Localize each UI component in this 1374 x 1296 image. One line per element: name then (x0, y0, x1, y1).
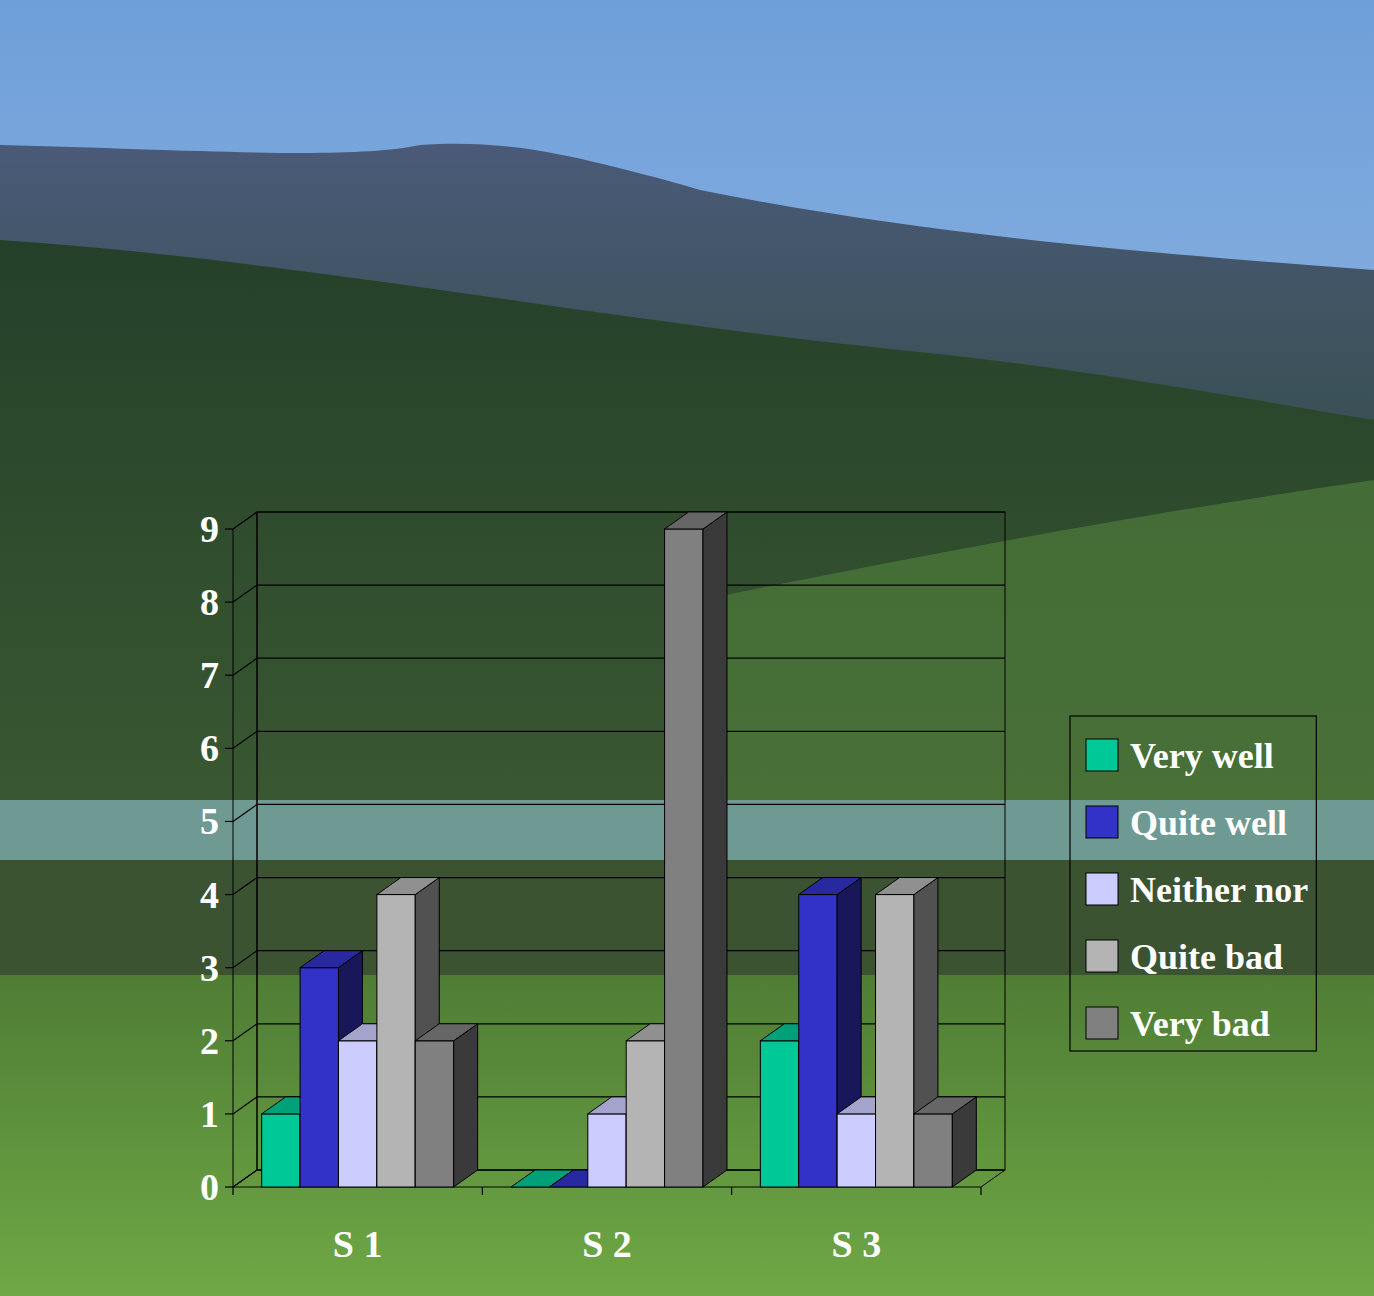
legend: Very well Quite well Neither nor Quite bad V… (1070, 716, 1316, 1051)
legend-label: Quite well (1130, 803, 1287, 843)
legend-swatch (1086, 739, 1118, 771)
tick-label: 4 (200, 874, 219, 916)
legend-swatch (1086, 806, 1118, 838)
chart-root: 0 1 2 3 4 5 6 7 8 9 S 1 S 2 S 3 Very well Quite well Ne… (0, 0, 1374, 1296)
x-axis: S 1 S 2 S 3 (233, 1187, 981, 1265)
bar-front (837, 1114, 875, 1187)
category-label: S 3 (832, 1223, 882, 1265)
grid-line (233, 731, 1005, 748)
bar-front (760, 1041, 798, 1187)
tick-label: 1 (200, 1093, 219, 1135)
bar-top (799, 878, 861, 895)
bar-front (300, 968, 338, 1187)
tick-mark (225, 967, 233, 968)
tick-mark (225, 1040, 233, 1041)
tick-mark (225, 1186, 233, 1187)
grid-line (233, 585, 1005, 602)
bar-front (799, 895, 837, 1187)
bar-side (454, 1024, 478, 1187)
grid-line (233, 878, 1005, 895)
tick-label: 2 (200, 1020, 219, 1062)
bar-front (626, 1041, 664, 1187)
category-label: S 1 (333, 1223, 383, 1265)
legend-swatch (1086, 1007, 1118, 1039)
legend-label: Very bad (1130, 1004, 1270, 1044)
bar (914, 1097, 976, 1187)
x-tick-mark (731, 1187, 732, 1195)
legend-label: Neither nor (1130, 870, 1308, 910)
bar-top (914, 1097, 976, 1114)
x-tick-mark (482, 1187, 483, 1195)
bar-front (914, 1114, 952, 1187)
tick-label: 5 (200, 800, 219, 842)
grid-line (233, 804, 1005, 821)
bar-top (377, 878, 439, 895)
y-axis: 0 1 2 3 4 5 6 7 8 9 (200, 508, 1005, 1208)
bar-top (876, 878, 938, 895)
legend-label: Very well (1130, 736, 1274, 776)
bar-front (876, 895, 914, 1187)
bar-front (665, 529, 703, 1187)
bar-front (377, 895, 415, 1187)
tick-mark (225, 675, 233, 676)
grid-line (233, 512, 1005, 529)
tick-label: 6 (200, 727, 219, 769)
bar-front (588, 1114, 626, 1187)
sky (0, 0, 1374, 1296)
tick-label: 9 (200, 508, 219, 550)
bar-top (415, 1024, 477, 1041)
legend-swatch (1086, 873, 1118, 905)
tick-mark (225, 528, 233, 529)
bar-top (300, 951, 362, 968)
tick-label: 3 (200, 947, 219, 989)
plot-frame (233, 512, 1005, 1187)
tick-label: 8 (200, 581, 219, 623)
x-tick-mark (980, 1187, 981, 1195)
bar (665, 512, 727, 1187)
legend-swatch (1086, 940, 1118, 972)
tick-mark (225, 1113, 233, 1114)
bar-front (262, 1114, 300, 1187)
bar-side (703, 512, 727, 1187)
meadows (700, 480, 1374, 800)
tick-mark (225, 894, 233, 895)
tick-label: 0 (200, 1166, 219, 1208)
tick-mark (225, 602, 233, 603)
legend-label: Quite bad (1130, 937, 1283, 977)
grid-line (233, 658, 1005, 675)
category-label: S 2 (582, 1223, 632, 1265)
bar-front (338, 1041, 376, 1187)
bars (262, 512, 977, 1187)
legend-box (1070, 716, 1316, 1051)
bar (415, 1024, 477, 1187)
x-tick-mark (232, 1187, 233, 1195)
tick-mark (225, 821, 233, 822)
bar-top (665, 512, 727, 529)
tick-label: 7 (200, 654, 219, 696)
tick-mark (225, 748, 233, 749)
side-wall (233, 512, 257, 1187)
bar-front (415, 1041, 453, 1187)
background (0, 0, 1374, 1296)
